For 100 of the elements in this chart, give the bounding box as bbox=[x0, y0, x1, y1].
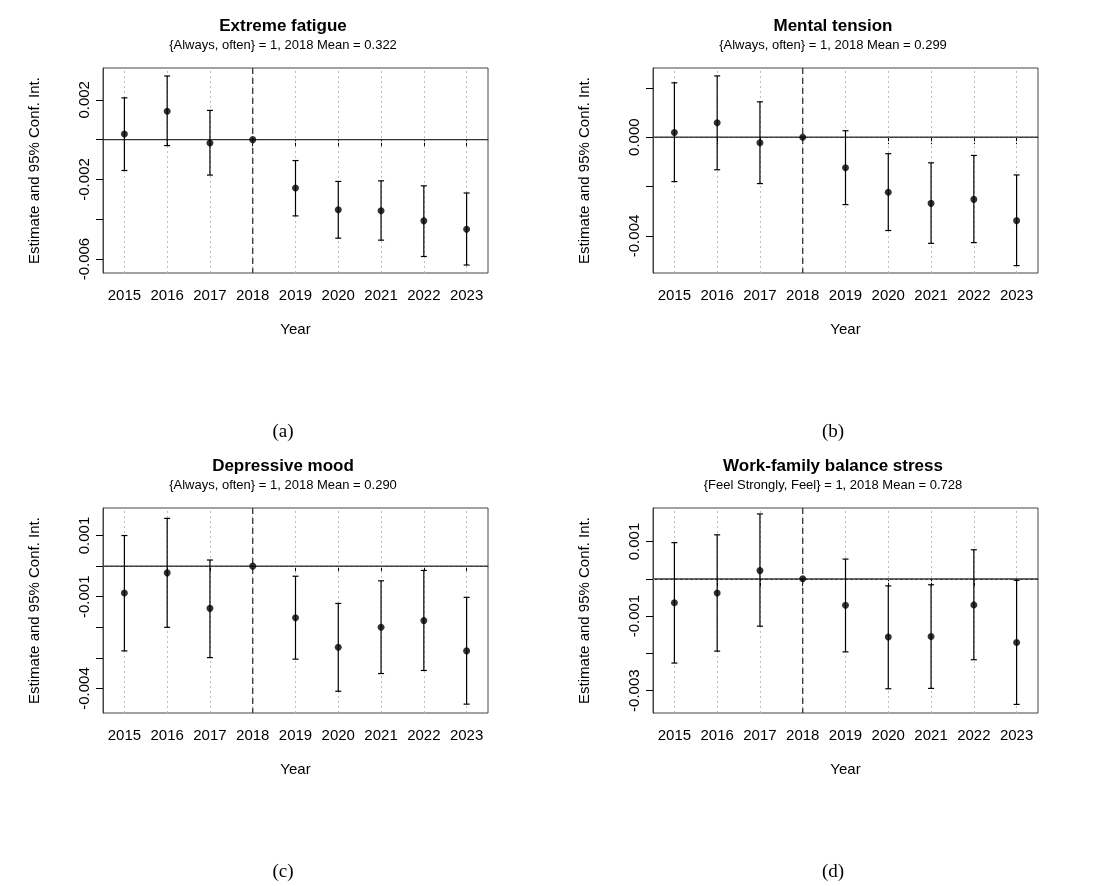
point bbox=[799, 575, 807, 583]
chart-subtitle: {Always, often} = 1, 2018 Mean = 0.299 bbox=[719, 37, 947, 52]
point bbox=[463, 647, 471, 655]
y-axis-title: Estimate and 95% Conf. Int. bbox=[25, 77, 42, 264]
text: (c) bbox=[272, 860, 294, 882]
y-tick-label: 0.001 bbox=[75, 516, 92, 555]
y-tick-label: -0.006 bbox=[75, 237, 92, 281]
y-tick-label: -0.004 bbox=[75, 667, 92, 710]
point bbox=[249, 136, 257, 144]
x-tick-label: 2023 bbox=[449, 286, 484, 303]
chart-title: Work-family balance stress bbox=[723, 456, 943, 475]
point bbox=[463, 225, 471, 233]
point bbox=[1013, 217, 1021, 225]
x-tick-label: 2021 bbox=[364, 726, 398, 743]
x-tick-label: 2018 bbox=[786, 726, 820, 743]
text: (d) bbox=[821, 860, 845, 882]
point bbox=[884, 633, 892, 641]
point bbox=[120, 589, 128, 597]
point bbox=[756, 567, 764, 575]
point bbox=[884, 188, 892, 196]
point bbox=[420, 617, 428, 625]
x-tick-label: 2018 bbox=[236, 726, 270, 743]
x-tick-label: 2019 bbox=[278, 286, 313, 303]
x-tick-label: 2021 bbox=[914, 286, 948, 303]
y-tick-label: -0.001 bbox=[625, 594, 642, 638]
x-tick-label: 2022 bbox=[957, 726, 991, 743]
point bbox=[249, 562, 257, 570]
chart-title: Extreme fatigue bbox=[219, 16, 347, 35]
y-axis-title: Estimate and 95% Conf. Int. bbox=[25, 517, 42, 704]
point bbox=[292, 614, 299, 622]
x-tick-label: 2023 bbox=[999, 726, 1034, 743]
point bbox=[120, 130, 128, 138]
x-tick-label: 2022 bbox=[957, 286, 991, 303]
y-tick-label: -0.002 bbox=[75, 158, 92, 201]
x-tick-label: 2017 bbox=[193, 726, 227, 743]
point bbox=[970, 601, 978, 609]
x-tick-label: 2019 bbox=[828, 286, 863, 303]
point bbox=[377, 207, 385, 215]
x-tick-label: 2018 bbox=[786, 286, 820, 303]
point bbox=[292, 184, 299, 192]
x-tick-label: 2015 bbox=[657, 726, 692, 743]
point bbox=[970, 195, 978, 203]
point bbox=[713, 119, 721, 127]
point bbox=[420, 217, 428, 225]
x-axis-title: Year bbox=[280, 320, 311, 337]
x-tick-label: 2022 bbox=[407, 286, 441, 303]
x-tick-label: 2016 bbox=[150, 726, 184, 743]
chart-subtitle: {Always, often} = 1, 2018 Mean = 0.322 bbox=[169, 37, 397, 52]
chart-title: Mental tension bbox=[773, 16, 893, 35]
y-tick-label: 0.002 bbox=[75, 81, 92, 119]
y-tick-label: -0.004 bbox=[625, 214, 642, 258]
x-tick-label: 2017 bbox=[743, 726, 777, 743]
y-tick-label: 0.001 bbox=[625, 522, 642, 561]
x-axis-title: Year bbox=[280, 760, 311, 777]
x-tick-label: 2015 bbox=[107, 726, 142, 743]
point bbox=[1013, 639, 1021, 647]
x-tick-label: 2020 bbox=[871, 726, 905, 743]
x-tick-label: 2016 bbox=[700, 286, 734, 303]
x-tick-label: 2016 bbox=[150, 286, 184, 303]
chart-subtitle: {Feel Strongly, Feel} = 1, 2018 Mean = 0.728 bbox=[703, 477, 963, 492]
x-tick-label: 2020 bbox=[321, 726, 355, 743]
x-tick-label: 2021 bbox=[914, 726, 948, 743]
point bbox=[334, 643, 342, 651]
text: (b) bbox=[821, 420, 845, 442]
point bbox=[842, 601, 849, 609]
x-tick-label: 2019 bbox=[278, 726, 313, 743]
point bbox=[927, 199, 935, 207]
point bbox=[163, 107, 171, 115]
x-tick-label: 2022 bbox=[407, 726, 441, 743]
x-tick-label: 2017 bbox=[193, 286, 227, 303]
x-tick-label: 2019 bbox=[828, 726, 863, 743]
x-tick-label: 2023 bbox=[999, 286, 1034, 303]
x-axis-title: Year bbox=[830, 320, 861, 337]
point bbox=[206, 604, 214, 612]
y-axis-title: Estimate and 95% Conf. Int. bbox=[575, 77, 592, 264]
x-tick-label: 2021 bbox=[364, 286, 398, 303]
x-tick-label: 2020 bbox=[871, 286, 905, 303]
point bbox=[756, 139, 764, 147]
point bbox=[927, 633, 935, 641]
x-tick-label: 2023 bbox=[449, 726, 484, 743]
point bbox=[670, 128, 678, 136]
chart-title: Depressive mood bbox=[212, 456, 354, 475]
x-tick-label: 2020 bbox=[321, 286, 355, 303]
x-tick-label: 2016 bbox=[700, 726, 734, 743]
point bbox=[799, 133, 807, 141]
y-tick-label: 0.000 bbox=[625, 118, 642, 156]
x-tick-label: 2015 bbox=[657, 286, 692, 303]
point bbox=[670, 599, 678, 607]
point bbox=[713, 589, 721, 597]
x-tick-label: 2017 bbox=[743, 286, 777, 303]
point bbox=[163, 569, 171, 577]
chart-subtitle: {Always, often} = 1, 2018 Mean = 0.290 bbox=[169, 477, 397, 492]
point bbox=[842, 164, 849, 172]
text: (a) bbox=[272, 420, 294, 442]
x-tick-label: 2018 bbox=[236, 286, 270, 303]
y-axis-title: Estimate and 95% Conf. Int. bbox=[575, 517, 592, 704]
x-axis-title: Year bbox=[830, 760, 861, 777]
point bbox=[377, 623, 385, 631]
y-tick-label: -0.001 bbox=[75, 575, 92, 618]
y-tick-label: -0.003 bbox=[625, 669, 642, 712]
